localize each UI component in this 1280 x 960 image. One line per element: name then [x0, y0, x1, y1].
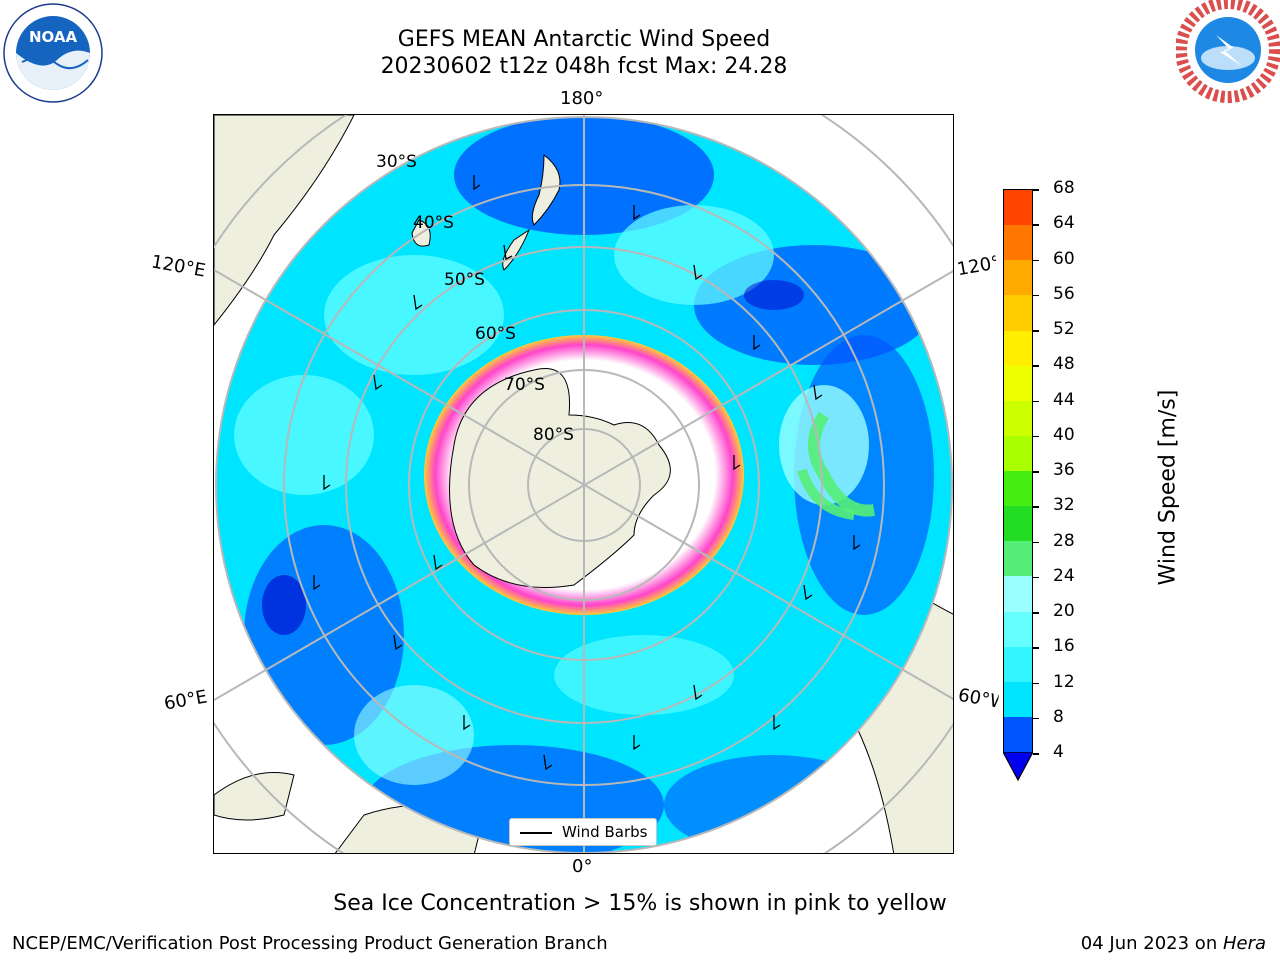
- colorbar-tick-label: 68: [1053, 178, 1075, 198]
- lat-label-50s: 50°S: [444, 270, 485, 290]
- colorbar-tick-mark: [1033, 682, 1039, 684]
- meridian-label-60w: 60°W: [956, 684, 1000, 713]
- colorbar-tick-mark: [1033, 400, 1039, 402]
- colorbar-tick-mark: [1033, 541, 1039, 543]
- colorbar-segment: [1004, 471, 1032, 507]
- colorbar-tick-mark: [1033, 612, 1039, 614]
- wind-barbs: [313, 175, 861, 771]
- lat-label-80s: 80°S: [533, 425, 574, 445]
- colorbar-tick-mark: [1033, 471, 1039, 473]
- colorbar-extend-arrow: [1001, 751, 1035, 782]
- colorbar-tick-label: 64: [1053, 213, 1075, 234]
- colorbar-tick-label: 32: [1053, 495, 1075, 516]
- date-stamp-date: 04 Jun 2023 on: [1080, 933, 1223, 954]
- colorbar-segment: [1004, 295, 1032, 331]
- colorbar-tick-label: 20: [1053, 601, 1075, 621]
- colorbar-segment: [1004, 330, 1032, 366]
- colorbar-tick-label: 28: [1053, 530, 1075, 551]
- colorbar-segment: [1004, 681, 1032, 717]
- colorbar-tick-label: 60: [1053, 248, 1075, 269]
- colorbar-segment: [1004, 611, 1032, 647]
- colorbar-tick-label: 40: [1053, 424, 1075, 445]
- wind-barb-legend-label: Wind Barbs: [562, 823, 648, 841]
- colorbar-tick-mark: [1033, 717, 1039, 720]
- meridian-label-120e: 120°E: [149, 251, 208, 282]
- australia-land: [214, 115, 355, 326]
- sea-ice-note: Sea Ice Concentration > 15% is shown in …: [333, 891, 947, 916]
- antarctica-land: [449, 368, 671, 588]
- colorbar-segment: [1004, 260, 1032, 296]
- chart-title: GEFS MEAN Antarctic Wind Speed: [397, 27, 771, 52]
- colorbar-tick-label: 48: [1053, 354, 1075, 375]
- wind-barb-legend-line: [520, 832, 552, 834]
- meridian-label-180: 180°: [560, 88, 604, 109]
- colorbar-tick-mark: [1033, 224, 1039, 226]
- colorbar-segment: [1004, 506, 1032, 542]
- meridian-label-60e: 60°E: [162, 686, 209, 715]
- madagascar-land: [214, 772, 295, 821]
- colorbar-segment: [1004, 541, 1032, 577]
- date-stamp-host: Hera: [1222, 933, 1266, 954]
- colorbar-tick-label: 24: [1053, 565, 1075, 586]
- noaa-logo: NOAA: [2, 2, 104, 104]
- colorbar: [1003, 189, 1033, 753]
- lat-label-40s: 40°S: [413, 213, 454, 233]
- colorbar-tick-mark: [1033, 506, 1039, 508]
- colorbar-tick-mark: [1033, 576, 1039, 579]
- colorbar-tick-mark: [1033, 294, 1039, 297]
- colorbar-tick-mark: [1033, 753, 1039, 755]
- polar-map: [213, 114, 954, 854]
- colorbar-tick-label: 36: [1053, 460, 1075, 480]
- colorbar-tick-mark: [1033, 330, 1039, 332]
- colorbar-tick-label: 44: [1053, 389, 1075, 410]
- colorbar-tick-mark: [1033, 435, 1039, 438]
- colorbar-segment: [1004, 576, 1032, 612]
- colorbar-segment: [1004, 716, 1032, 752]
- nws-logo: [1175, 0, 1280, 104]
- chart-subtitle: 20230602 t12z 048h fcst Max: 24.28: [380, 54, 788, 79]
- colorbar-tick-mark: [1033, 647, 1039, 649]
- lat-label-30s: 30°S: [376, 152, 417, 172]
- colorbar-tick-label: 4: [1053, 742, 1064, 762]
- colorbar-segment: [1004, 435, 1032, 471]
- colorbar-segment: [1004, 225, 1032, 261]
- colorbar-tick-label: 16: [1053, 636, 1075, 657]
- meridian-label-0: 0°: [572, 856, 593, 877]
- colorbar-tick-label: 12: [1053, 671, 1075, 692]
- credit-line: NCEP/EMC/Verification Post Processing Pr…: [12, 933, 608, 954]
- colorbar-segment: [1004, 646, 1032, 682]
- lat-label-70s: 70°S: [504, 375, 545, 395]
- svg-text:NOAA: NOAA: [29, 28, 78, 46]
- colorbar-tick-label: 56: [1053, 283, 1075, 304]
- colorbar-segment: [1004, 190, 1032, 226]
- colorbar-tick-mark: [1033, 259, 1039, 261]
- colorbar-tick-label: 8: [1053, 706, 1064, 727]
- colorbar-title: Wind Speed [m/s]: [1155, 389, 1181, 586]
- colorbar-tick-mark: [1033, 365, 1039, 367]
- map-legend: Wind Barbs: [509, 818, 657, 846]
- colorbar-tick-mark: [1033, 189, 1039, 191]
- meridian-label-120w: 120°W: [955, 252, 999, 281]
- colorbar-tick-label: 52: [1053, 319, 1075, 339]
- lat-label-60s: 60°S: [475, 324, 516, 344]
- colorbar-segment: [1004, 400, 1032, 436]
- colorbar-segment: [1004, 365, 1032, 401]
- graticule: [214, 115, 953, 853]
- date-stamp: 04 Jun 2023 on Hera: [1081, 933, 1266, 954]
